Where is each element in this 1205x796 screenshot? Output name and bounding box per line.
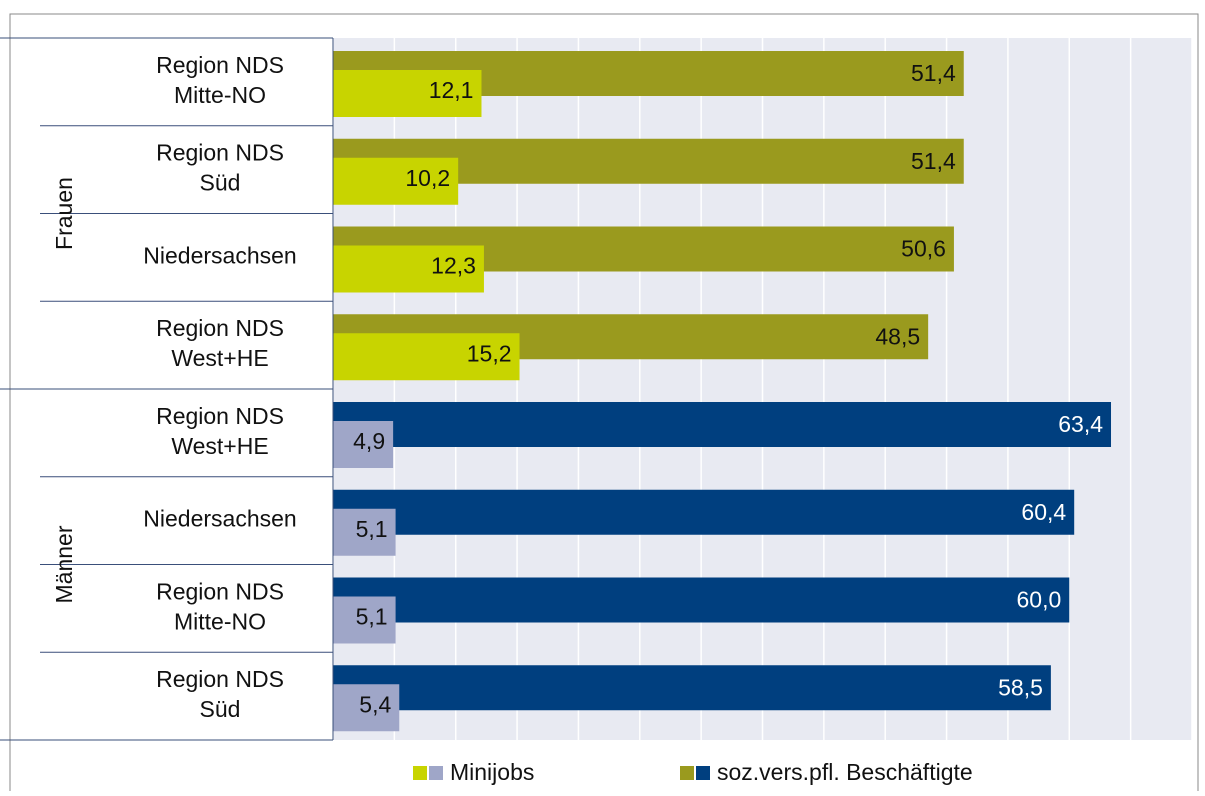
- category-label-line: Region NDS: [156, 140, 284, 166]
- category-label: Region NDS Süd: [156, 140, 284, 196]
- category-label: Region NDS West+HE: [156, 315, 284, 371]
- bar: [333, 665, 1051, 711]
- legend-swatch: [413, 766, 427, 780]
- category-label-line: Region NDS: [156, 666, 284, 692]
- value-label: 15,2: [467, 340, 512, 366]
- bar: [333, 70, 482, 117]
- bar: [333, 333, 520, 381]
- category-label: Region NDS Süd: [156, 666, 284, 722]
- category-label-line: Region NDS: [156, 578, 284, 604]
- category-label-line: Region NDS: [156, 403, 284, 429]
- legend-label: soz.vers.pfl. Beschäftigte: [717, 759, 973, 785]
- bar: [333, 596, 396, 644]
- group-label: Männer: [51, 525, 77, 603]
- category-label-line: Region NDS: [156, 315, 284, 341]
- bar: [333, 489, 1075, 535]
- legend-label: Minijobs: [450, 759, 534, 785]
- category-label: Niedersachsen: [143, 242, 296, 268]
- legend-swatch: [429, 766, 443, 780]
- group-label: Frauen: [51, 177, 77, 250]
- category-label-line: West+HE: [171, 345, 268, 371]
- bar: [333, 421, 394, 468]
- category-label-line: Mitte-NO: [174, 608, 266, 634]
- value-label: 5,1: [356, 516, 388, 542]
- value-label: 48,5: [875, 323, 920, 349]
- legend-swatch: [680, 766, 694, 780]
- value-label: 4,9: [353, 428, 385, 454]
- value-label: 5,4: [359, 691, 391, 717]
- category-label: Niedersachsen: [143, 506, 296, 532]
- category-label-line: Süd: [200, 696, 241, 722]
- value-label: 10,2: [405, 165, 450, 191]
- category-label-line: Mitte-NO: [174, 82, 266, 108]
- category-label: Region NDS Mitte-NO: [156, 52, 284, 108]
- value-label: 63,4: [1058, 411, 1103, 437]
- value-label: 12,3: [431, 253, 476, 279]
- bar: [333, 402, 1112, 447]
- bar: [333, 508, 396, 556]
- category-label-line: Region NDS: [156, 52, 284, 78]
- value-label: 58,5: [998, 674, 1043, 700]
- chart-border: [9, 13, 1199, 796]
- category-label: Region NDS West+HE: [156, 403, 284, 459]
- bar: [333, 157, 459, 205]
- bar: [333, 245, 484, 293]
- value-label: 12,1: [429, 77, 474, 103]
- value-label: 60,4: [1021, 499, 1066, 525]
- category-label-line: Süd: [200, 170, 241, 196]
- category-label: Region NDS Mitte-NO: [156, 578, 284, 634]
- category-label-line: West+HE: [171, 433, 268, 459]
- value-label: 5,1: [356, 604, 388, 630]
- value-label: 51,4: [911, 60, 956, 86]
- value-label: 60,0: [1017, 587, 1062, 613]
- value-label: 51,4: [911, 148, 956, 174]
- bar: [333, 577, 1070, 623]
- value-label: 50,6: [901, 236, 946, 262]
- bar: [333, 684, 400, 732]
- legend-swatch: [696, 766, 710, 780]
